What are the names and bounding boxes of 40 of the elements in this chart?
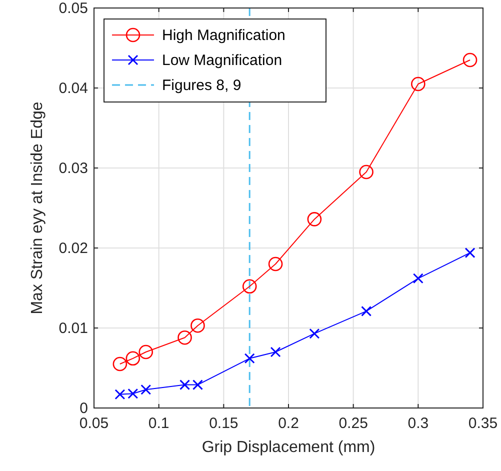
point xyxy=(140,384,152,395)
point xyxy=(361,306,372,316)
x-tick-label: 0.25 xyxy=(338,415,368,432)
x-tick-label: 0.2 xyxy=(278,415,299,432)
x-tick-label: 0.35 xyxy=(468,415,498,432)
legend-label: High Magnification xyxy=(162,27,286,44)
point xyxy=(178,330,192,345)
point xyxy=(180,380,190,390)
point xyxy=(307,212,322,226)
y-axis-title: Max Strain eyy at Inside Edge xyxy=(29,102,46,314)
point xyxy=(190,318,205,333)
point xyxy=(244,353,255,364)
x-tick-label: 0.1 xyxy=(148,415,170,432)
y-tick-label: 0 xyxy=(80,400,88,417)
point xyxy=(359,164,374,180)
point xyxy=(464,248,476,258)
y-tick-label: 0.03 xyxy=(58,160,88,177)
point xyxy=(242,279,257,294)
point xyxy=(138,344,154,360)
point xyxy=(462,52,478,68)
legend-label: Low Magnification xyxy=(162,52,282,69)
point xyxy=(270,346,281,358)
y-tick-label: 0.02 xyxy=(58,240,88,257)
x-tick-label: 0.15 xyxy=(209,415,238,432)
point xyxy=(192,380,203,390)
x-axis-title: Grip Displacement (mm) xyxy=(202,439,376,456)
point xyxy=(309,328,320,339)
point xyxy=(114,389,126,400)
point xyxy=(128,388,138,399)
y-tick-label: 0.05 xyxy=(58,0,88,17)
y-tick-label: 0.01 xyxy=(58,320,88,337)
point xyxy=(412,273,424,284)
point xyxy=(268,256,283,272)
x-tick-label: 0.3 xyxy=(408,415,429,432)
point xyxy=(112,356,128,372)
x-tick-label: 0.05 xyxy=(79,415,109,432)
ref-line-label: Figures 8, 9 xyxy=(162,77,242,94)
point xyxy=(411,76,426,92)
y-tick-label: 0.04 xyxy=(58,80,88,97)
point xyxy=(126,351,140,366)
